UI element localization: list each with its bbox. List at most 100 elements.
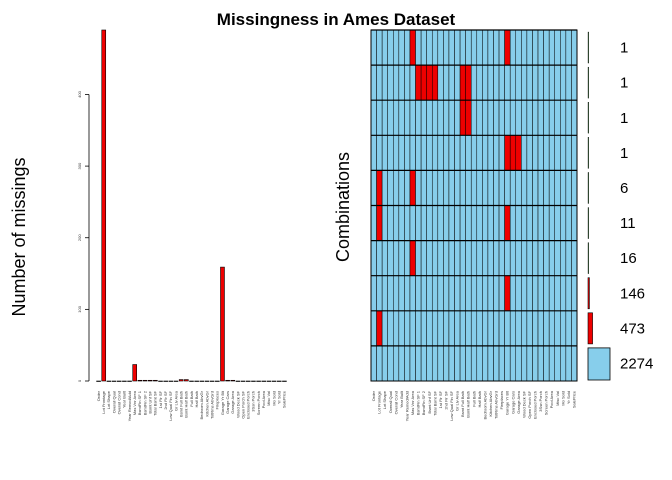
cell-present	[554, 170, 561, 206]
bar-x-label: Yr Sold	[277, 391, 282, 404]
cell-present	[526, 240, 533, 276]
cell-present	[515, 240, 522, 276]
cell-present	[437, 310, 444, 347]
bar-x-label: TotRms AbvGrd	[209, 391, 214, 419]
cell-present	[387, 170, 394, 206]
cell-present	[415, 205, 422, 241]
cell-present	[448, 240, 455, 276]
bar-2nd-flr-sf	[163, 380, 168, 382]
cell-present	[498, 345, 505, 382]
grid-x-label: Garage Area	[516, 390, 521, 413]
cell-present	[482, 170, 489, 206]
bar-year-remod-add	[127, 380, 132, 382]
cell-present	[509, 240, 517, 276]
cell-present	[431, 99, 439, 136]
cell-present	[498, 99, 505, 136]
bar-x-label: Enclosed Porch	[246, 391, 251, 419]
cell-present	[459, 240, 466, 276]
cell-present	[482, 135, 489, 171]
cell-present	[437, 240, 444, 276]
bar-bsmtfin-sf-2	[142, 379, 148, 382]
cell-present	[470, 99, 478, 136]
bar-open-porch-sf	[240, 380, 246, 382]
bar-x-label: Garage Area	[230, 390, 235, 413]
cell-present	[498, 240, 505, 276]
bar-x-label: Fireplaces	[215, 391, 220, 409]
cell-present	[560, 345, 567, 382]
grid-x-label: Enclosed Porch	[533, 391, 538, 419]
cell-missing	[515, 135, 522, 171]
cell-present	[565, 310, 572, 347]
combination-count: 1	[620, 110, 628, 127]
bar-x-label: Bedroom AbvGr	[199, 390, 204, 419]
bar-wood-deck-sf	[235, 380, 241, 382]
cell-present	[509, 170, 517, 206]
bar-x-label: Overall Cond	[117, 391, 122, 414]
cell-present	[381, 99, 388, 136]
cell-present	[521, 240, 528, 276]
cell-present	[476, 99, 483, 136]
cell-present	[376, 345, 383, 382]
cell-present	[476, 240, 483, 276]
cell-present	[487, 240, 494, 276]
combination-count: 1	[620, 40, 628, 57]
cell-missing	[509, 135, 517, 171]
cell-present	[509, 205, 517, 241]
bar-low-qual-fin-sf	[168, 380, 174, 382]
cell-present	[532, 310, 539, 347]
grid-x-label: 2nd Flr SF	[443, 390, 448, 409]
cell-present	[560, 29, 567, 66]
cell-present	[487, 135, 494, 171]
cell-present	[370, 170, 377, 206]
cell-present	[521, 99, 528, 136]
cell-present	[381, 205, 388, 241]
grid-x-label: 3Ssn Porch	[538, 391, 543, 412]
bar-total-bsmt-sf	[153, 379, 158, 382]
cell-present	[465, 240, 472, 276]
cell-present	[370, 29, 377, 66]
cell-present	[420, 205, 427, 241]
cell-present	[515, 29, 522, 66]
bar-x-label: Open Porch SF	[240, 390, 245, 418]
bar-x-label: Pool Area	[261, 390, 266, 408]
cell-present	[526, 345, 533, 382]
y-tick-label-200: 200	[77, 234, 82, 241]
cell-present	[509, 64, 517, 101]
cell-present	[487, 345, 494, 382]
cell-present	[370, 275, 377, 312]
grid-x-label: Year Remod/Add	[404, 391, 409, 421]
cell-present	[393, 99, 400, 136]
cell-present	[482, 275, 489, 312]
cell-present	[454, 135, 461, 171]
bar-overall-qual	[111, 380, 117, 382]
grid-x-label: TotRms AbvGrd	[494, 391, 499, 419]
bar-x-label: Bsmt Half Bath	[184, 391, 189, 418]
cell-present	[426, 99, 433, 136]
grid-x-label: Mo Sold	[560, 391, 565, 406]
cell-present	[426, 170, 433, 206]
bar-x-label: Full Bath	[189, 391, 194, 407]
cell-present	[571, 310, 578, 347]
cell-present	[537, 29, 544, 66]
cell-present	[543, 275, 550, 312]
grid-x-label: Lot Frontage	[377, 390, 382, 413]
cell-present	[404, 99, 411, 136]
cell-present	[537, 170, 544, 206]
cell-present	[398, 275, 405, 312]
cell-present	[370, 240, 377, 276]
cell-present	[487, 170, 494, 206]
cell-present	[565, 29, 572, 66]
cell-present	[454, 345, 461, 382]
cell-present	[548, 29, 555, 66]
bar-bedroom-abvgr	[199, 380, 205, 382]
combination-count: 146	[620, 285, 645, 302]
cell-missing	[465, 99, 472, 136]
cell-missing	[459, 64, 466, 101]
frequency-bar	[587, 312, 593, 345]
bar-x-label: Total Bsmt SF	[153, 390, 158, 415]
cell-present	[431, 29, 439, 66]
cell-present	[526, 29, 533, 66]
grid-x-label: Yr Sold	[566, 391, 571, 404]
